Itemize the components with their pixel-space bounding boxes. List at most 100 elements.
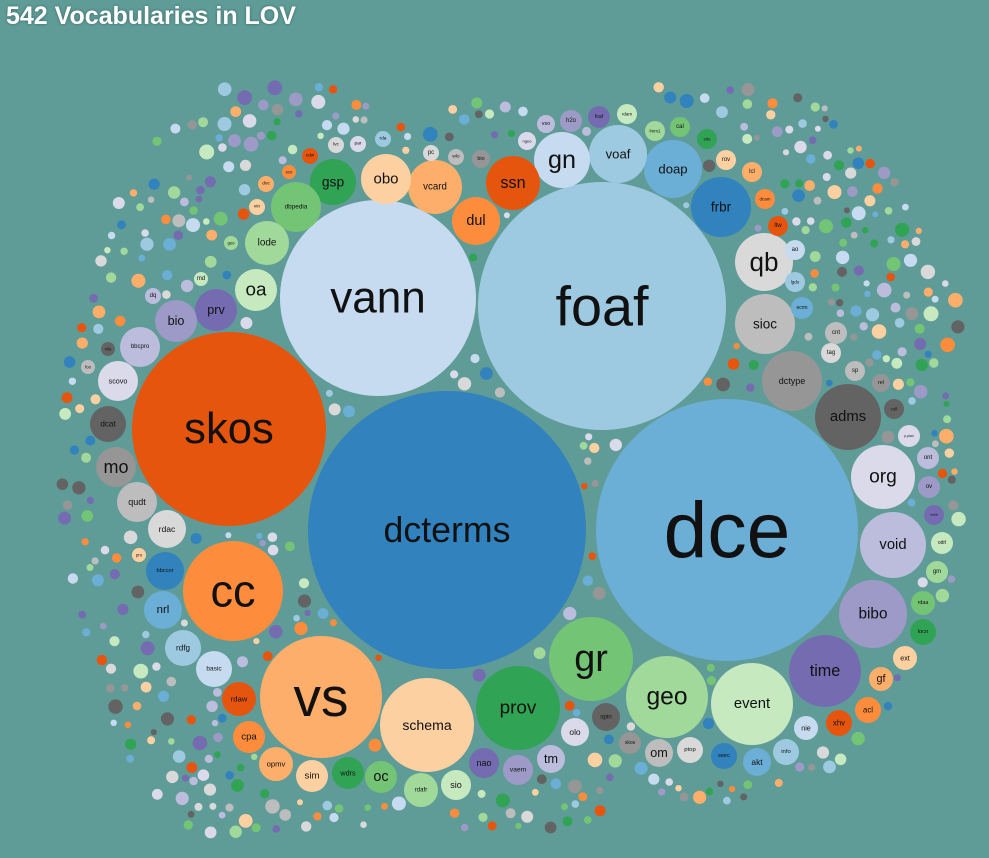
vocabulary-bubble-small[interactable] xyxy=(301,821,312,832)
vocabulary-bubble[interactable]: foaf xyxy=(588,106,610,128)
vocabulary-bubble[interactable]: h2o xyxy=(560,110,582,132)
vocabulary-bubble[interactable]: par xyxy=(350,136,366,152)
vocabulary-bubble-small[interactable] xyxy=(444,132,454,142)
vocabulary-bubble-small[interactable] xyxy=(285,541,295,552)
vocabulary-bubble-small[interactable] xyxy=(450,370,459,379)
vocabulary-bubble-small[interactable] xyxy=(746,383,755,392)
vocabulary-bubble[interactable]: om xyxy=(645,739,673,767)
vocabulary-bubble-small[interactable] xyxy=(223,161,235,173)
vocabulary-bubble-small[interactable] xyxy=(279,809,292,821)
vocabulary-bubble-small[interactable] xyxy=(217,117,232,131)
vocabulary-bubble[interactable]: cpa xyxy=(233,721,265,753)
vocabulary-bubble-small[interactable] xyxy=(186,218,200,233)
vocabulary-bubble-small[interactable] xyxy=(265,799,280,814)
vocabulary-bubble[interactable]: sio xyxy=(441,770,471,800)
vocabulary-bubble[interactable]: dq xyxy=(145,288,161,304)
vocabulary-bubble-small[interactable] xyxy=(141,229,149,237)
vocabulary-bubble-small[interactable] xyxy=(461,823,469,832)
vocabulary-bubble-small[interactable] xyxy=(675,785,682,792)
vocabulary-bubble-small[interactable] xyxy=(851,206,866,221)
vocabulary-bubble-small[interactable] xyxy=(131,273,146,288)
vocabulary-bubble-small[interactable] xyxy=(203,783,217,796)
vocabulary-bubble-small[interactable] xyxy=(679,94,694,108)
vocabulary-bubble-small[interactable] xyxy=(480,367,493,380)
vocabulary-bubble-small[interactable] xyxy=(295,110,303,118)
vocabulary-bubble-small[interactable] xyxy=(217,82,232,96)
vocabulary-bubble[interactable]: cnt xyxy=(825,322,847,344)
vocabulary-bubble-small[interactable] xyxy=(564,700,575,711)
vocabulary-bubble-small[interactable] xyxy=(562,816,573,827)
vocabulary-bubble-small[interactable] xyxy=(839,238,848,247)
vocabulary-bubble[interactable]: olo xyxy=(561,718,589,746)
vocabulary-bubble-small[interactable] xyxy=(472,668,486,682)
vocabulary-bubble-small[interactable] xyxy=(951,511,966,527)
vocabulary-bubble-small[interactable] xyxy=(851,731,865,746)
vocabulary-bubble[interactable]: locn xyxy=(910,619,936,645)
vocabulary-bubble-small[interactable] xyxy=(584,457,592,465)
vocabulary-bubble-small[interactable] xyxy=(518,106,528,117)
vocabulary-bubble-small[interactable] xyxy=(112,197,125,209)
vocabulary-bubble-small[interactable] xyxy=(792,217,801,226)
vocabulary-bubble-small[interactable] xyxy=(942,280,949,287)
vocabulary-bubble-small[interactable] xyxy=(204,826,217,839)
vocabulary-bubble-small[interactable] xyxy=(911,237,921,246)
vocabulary-bubble-small[interactable] xyxy=(872,183,883,194)
vocabulary-bubble-small[interactable] xyxy=(872,350,882,360)
vocabulary-bubble-small[interactable] xyxy=(167,186,181,199)
vocabulary-bubble[interactable]: vs xyxy=(260,636,382,758)
vocabulary-bubble-small[interactable] xyxy=(740,793,748,801)
vocabulary-bubble[interactable]: bbcpro xyxy=(120,327,160,367)
vocabulary-bubble-small[interactable] xyxy=(845,167,857,179)
vocabulary-bubble-small[interactable] xyxy=(531,788,539,796)
vocabulary-bubble-small[interactable] xyxy=(396,122,406,132)
vocabulary-bubble[interactable]: ov xyxy=(918,476,940,498)
vocabulary-bubble-small[interactable] xyxy=(140,237,154,251)
vocabulary-bubble-small[interactable] xyxy=(693,790,707,804)
vocabulary-bubble-small[interactable] xyxy=(699,93,710,103)
vocabulary-bubble-small[interactable] xyxy=(947,475,956,484)
vocabulary-bubble-small[interactable] xyxy=(924,350,932,358)
vocabulary-bubble-small[interactable] xyxy=(91,557,99,565)
vocabulary-bubble-small[interactable] xyxy=(317,132,324,139)
vocabulary-bubble-small[interactable] xyxy=(951,320,965,334)
vocabulary-bubble-small[interactable] xyxy=(81,538,89,546)
vocabulary-bubble[interactable]: rdac xyxy=(148,510,186,548)
vocabulary-bubble-small[interactable] xyxy=(578,792,588,801)
vocabulary-bubble-small[interactable] xyxy=(448,105,458,114)
vocabulary-bubble[interactable]: sp xyxy=(845,361,865,381)
vocabulary-bubble-small[interactable] xyxy=(86,564,94,571)
vocabulary-bubble-small[interactable] xyxy=(86,496,94,504)
vocabulary-bubble-small[interactable] xyxy=(114,315,126,327)
vocabulary-bubble-small[interactable] xyxy=(63,356,76,368)
vocabulary-bubble-small[interactable] xyxy=(825,379,833,387)
vocabulary-bubble-small[interactable] xyxy=(360,821,367,828)
vocabulary-bubble-small[interactable] xyxy=(138,254,146,262)
vocabulary-bubble-small[interactable] xyxy=(76,337,88,349)
vocabulary-bubble[interactable]: spatial xyxy=(924,505,944,525)
vocabulary-bubble-small[interactable] xyxy=(99,622,107,630)
vocabulary-bubble-small[interactable] xyxy=(328,85,338,94)
vocabulary-bubble[interactable]: skos xyxy=(132,332,326,526)
vocabulary-bubble[interactable]: rdfg xyxy=(165,630,201,666)
vocabulary-bubble[interactable]: sioc xyxy=(735,294,795,354)
vocabulary-bubble-small[interactable] xyxy=(568,779,582,794)
vocabulary-bubble-small[interactable] xyxy=(890,302,901,313)
vocabulary-bubble-small[interactable] xyxy=(187,120,197,130)
vocabulary-bubble[interactable]: gf xyxy=(869,667,893,691)
vocabulary-bubble-small[interactable] xyxy=(72,481,86,495)
vocabulary-bubble-small[interactable] xyxy=(343,405,355,418)
vocabulary-bubble-small[interactable] xyxy=(237,656,248,668)
vocabulary-bubble-small[interactable] xyxy=(771,126,783,137)
vocabulary-bubble-small[interactable] xyxy=(58,511,72,525)
vocabulary-bubble-small[interactable] xyxy=(474,110,483,119)
vocabulary-bubble-small[interactable] xyxy=(767,98,778,109)
vocabulary-bubble-small[interactable] xyxy=(931,295,939,303)
vocabulary-bubble-small[interactable] xyxy=(172,750,186,763)
vocabulary-bubble-small[interactable] xyxy=(706,663,715,672)
vocabulary-bubble[interactable]: dce xyxy=(596,399,858,661)
vocabulary-bubble[interactable]: event xyxy=(711,663,793,745)
vocabulary-bubble-small[interactable] xyxy=(822,115,829,123)
vocabulary-bubble[interactable]: obo xyxy=(361,154,411,204)
vocabulary-bubble-small[interactable] xyxy=(459,114,470,125)
vocabulary-bubble-small[interactable] xyxy=(893,674,901,682)
